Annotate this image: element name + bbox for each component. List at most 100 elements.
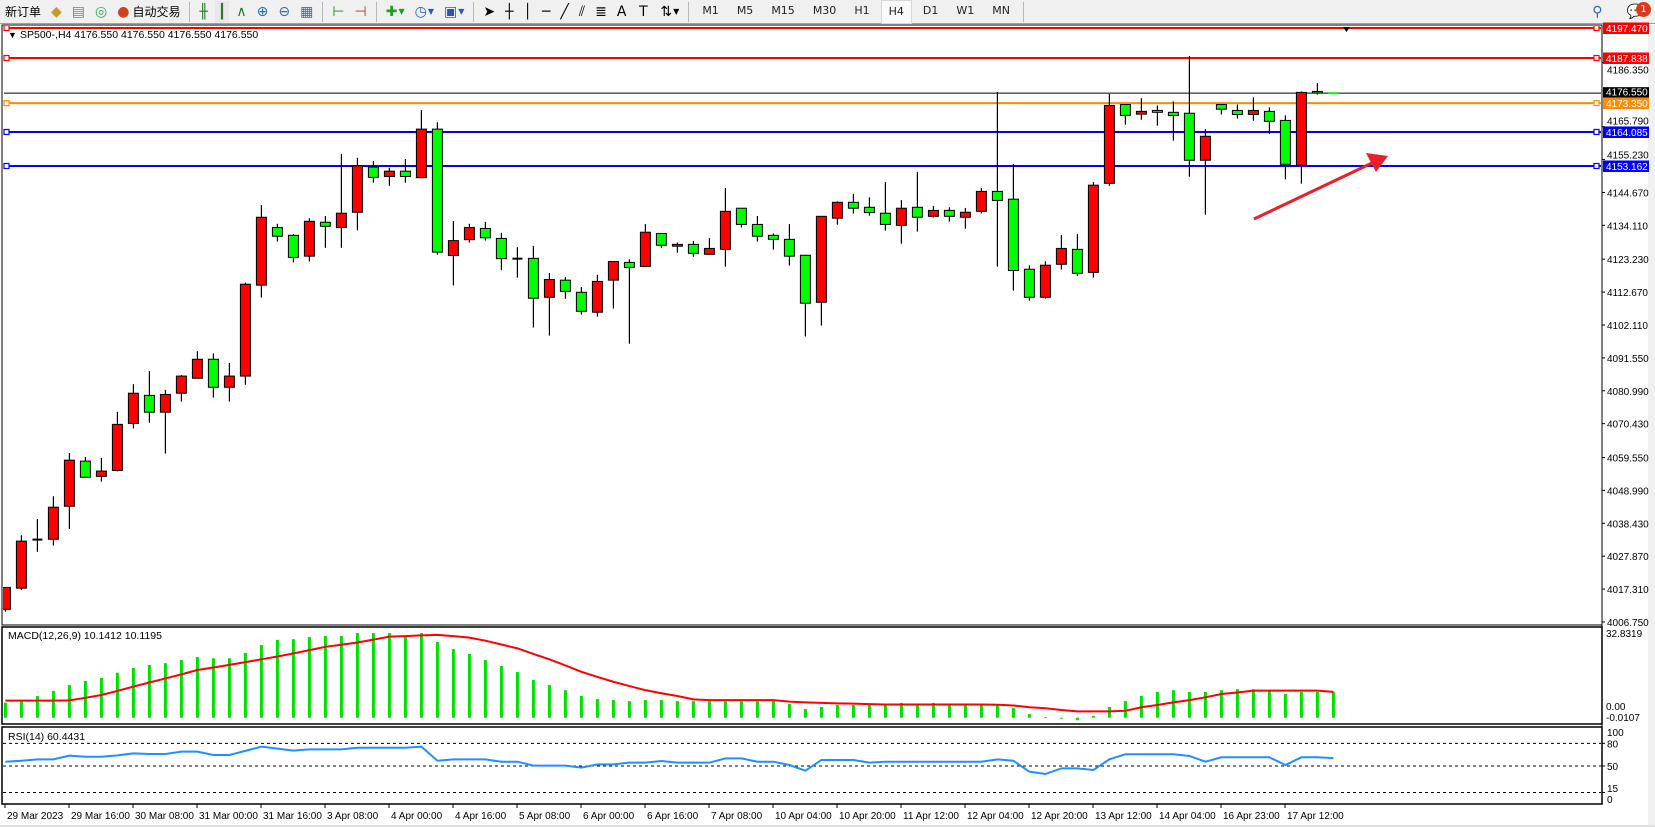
horizontal-line-icon[interactable]: ─ [541, 3, 551, 20]
macd-histogram-bar [659, 700, 663, 718]
macd-histogram-bar [179, 660, 183, 718]
line-chart-icon[interactable]: ∧ [236, 3, 247, 20]
chat-button[interactable]: 💬 1 [1624, 1, 1651, 23]
timeframe-m30[interactable]: M30 [812, 4, 837, 17]
market-watch-icon[interactable]: ◆ [51, 3, 62, 20]
time-tick-label: 4 Apr 16:00 [455, 811, 507, 822]
candle [527, 245, 539, 328]
candle-body [95, 470, 107, 477]
zoom-out-icon[interactable]: ⊖ [278, 3, 291, 20]
main-chart-pane[interactable] [1, 24, 1603, 626]
cursor-icon[interactable]: ➤ [483, 3, 496, 20]
auto-trading-button[interactable]: ● 自动交易 [114, 1, 183, 23]
toolbar-divider [1022, 1, 1024, 22]
macd-pane[interactable] [1, 626, 1603, 725]
price-tick-label: 4134.110 [1607, 221, 1648, 232]
candle [239, 282, 251, 385]
arrows-icon[interactable]: ⇅ ▼ [660, 3, 680, 20]
equidistant-channel-icon[interactable]: ⫽ [578, 3, 586, 20]
macd-histogram-bar [1299, 691, 1303, 718]
candle [255, 205, 267, 298]
candle-body [799, 254, 811, 304]
search-icon[interactable]: ⚲ [1592, 4, 1603, 20]
candle-body [479, 227, 491, 239]
chart-shift-marker[interactable] [1343, 27, 1350, 32]
time-tick-label: 29 Mar 2023 [7, 811, 64, 822]
timeframe-h4[interactable]: H4 [880, 0, 912, 24]
fibonacci-icon[interactable]: ≣ [595, 3, 607, 20]
timeframe-h1[interactable]: H1 [854, 4, 870, 17]
candle-body [1295, 91, 1307, 166]
navigator-icon[interactable]: ▤ [71, 3, 86, 20]
candle-body [335, 212, 347, 229]
chart-shift-icon[interactable]: ⊢ [332, 3, 345, 20]
timeframe-m15[interactable]: M15 [771, 4, 795, 17]
autoscroll-icon[interactable]: ⊣ [354, 3, 367, 20]
candle [431, 122, 443, 255]
macd-histogram-bar [899, 702, 903, 718]
rsi-scale-label: 80 [1607, 739, 1619, 750]
candle-body [111, 423, 123, 471]
price-tick-label: 4186.350 [1607, 65, 1649, 76]
macd-scale-bottom: 0.00 [1606, 702, 1626, 713]
trend-arrow[interactable] [1253, 153, 1388, 221]
indicators-icon[interactable]: ✚ ▼ [385, 3, 405, 20]
periods-icon[interactable]: ◷ ▼ [414, 3, 434, 20]
candle [223, 363, 235, 402]
candle-body [1071, 248, 1083, 274]
candle-body [239, 283, 251, 377]
candle-body [255, 216, 267, 286]
candle [3, 587, 11, 612]
price-tick-label: 4112.670 [1607, 288, 1648, 299]
macd-histogram-bar [995, 704, 999, 718]
timeframe-d1[interactable]: D1 [922, 4, 939, 17]
candle-body [1119, 104, 1131, 116]
macd-histogram-bar [291, 639, 295, 718]
candle-body [191, 358, 203, 379]
text-icon[interactable]: A [616, 3, 627, 20]
templates-icon[interactable]: ▣ ▼ [443, 3, 465, 20]
macd-histogram-bar [947, 704, 951, 718]
text-label-icon[interactable]: Ｔ [636, 3, 651, 20]
candlestick-icon[interactable]: ┃ [214, 0, 230, 23]
tile-windows-icon[interactable]: ▦ [300, 3, 314, 20]
chart-collapse-triangle[interactable]: ▼ [8, 30, 17, 40]
candle [335, 154, 347, 248]
rsi-scale-label: 50 [1607, 762, 1619, 773]
candle [1295, 91, 1307, 184]
macd-histogram-bar [211, 658, 215, 718]
timeframe-m5[interactable]: M5 [736, 4, 754, 17]
crosshair-icon[interactable]: ┼ [505, 3, 514, 20]
candle-body [879, 212, 891, 225]
candle [1183, 55, 1195, 177]
macd-histogram-bar [1203, 691, 1207, 718]
candle [815, 215, 827, 326]
timeframe-mn[interactable]: MN [992, 4, 1010, 17]
macd-histogram-bar [403, 636, 407, 718]
zoom-in-icon[interactable]: ⊕ [256, 3, 269, 20]
candle-body [1215, 104, 1227, 110]
bar-chart-icon[interactable]: ╫ [199, 3, 208, 20]
level-handle [1593, 54, 1600, 62]
new-order-button[interactable]: 新订单 [2, 1, 44, 23]
candle [383, 167, 395, 186]
macd-histogram-bar [1267, 690, 1271, 718]
candle [111, 411, 123, 472]
price-tick-label: 4155.230 [1607, 150, 1649, 161]
candle-body [991, 190, 1003, 201]
bid-price-tag [1603, 87, 1649, 98]
time-tick-label: 5 Apr 08:00 [519, 811, 571, 822]
vertical-line-icon[interactable]: │ [523, 3, 532, 20]
candle-body [319, 221, 331, 227]
time-tick-label: 13 Apr 12:00 [1095, 811, 1152, 822]
timeframe-m1[interactable]: M1 [702, 4, 719, 17]
candle [911, 172, 923, 232]
candle [831, 201, 843, 225]
signals-icon[interactable]: ◎ [95, 3, 108, 20]
trendline-icon[interactable]: ╱ [560, 3, 569, 20]
timeframe-w1[interactable]: W1 [956, 4, 975, 17]
candle-body [1231, 109, 1243, 115]
candle-body [367, 166, 379, 178]
time-axis-bg [0, 805, 1648, 825]
